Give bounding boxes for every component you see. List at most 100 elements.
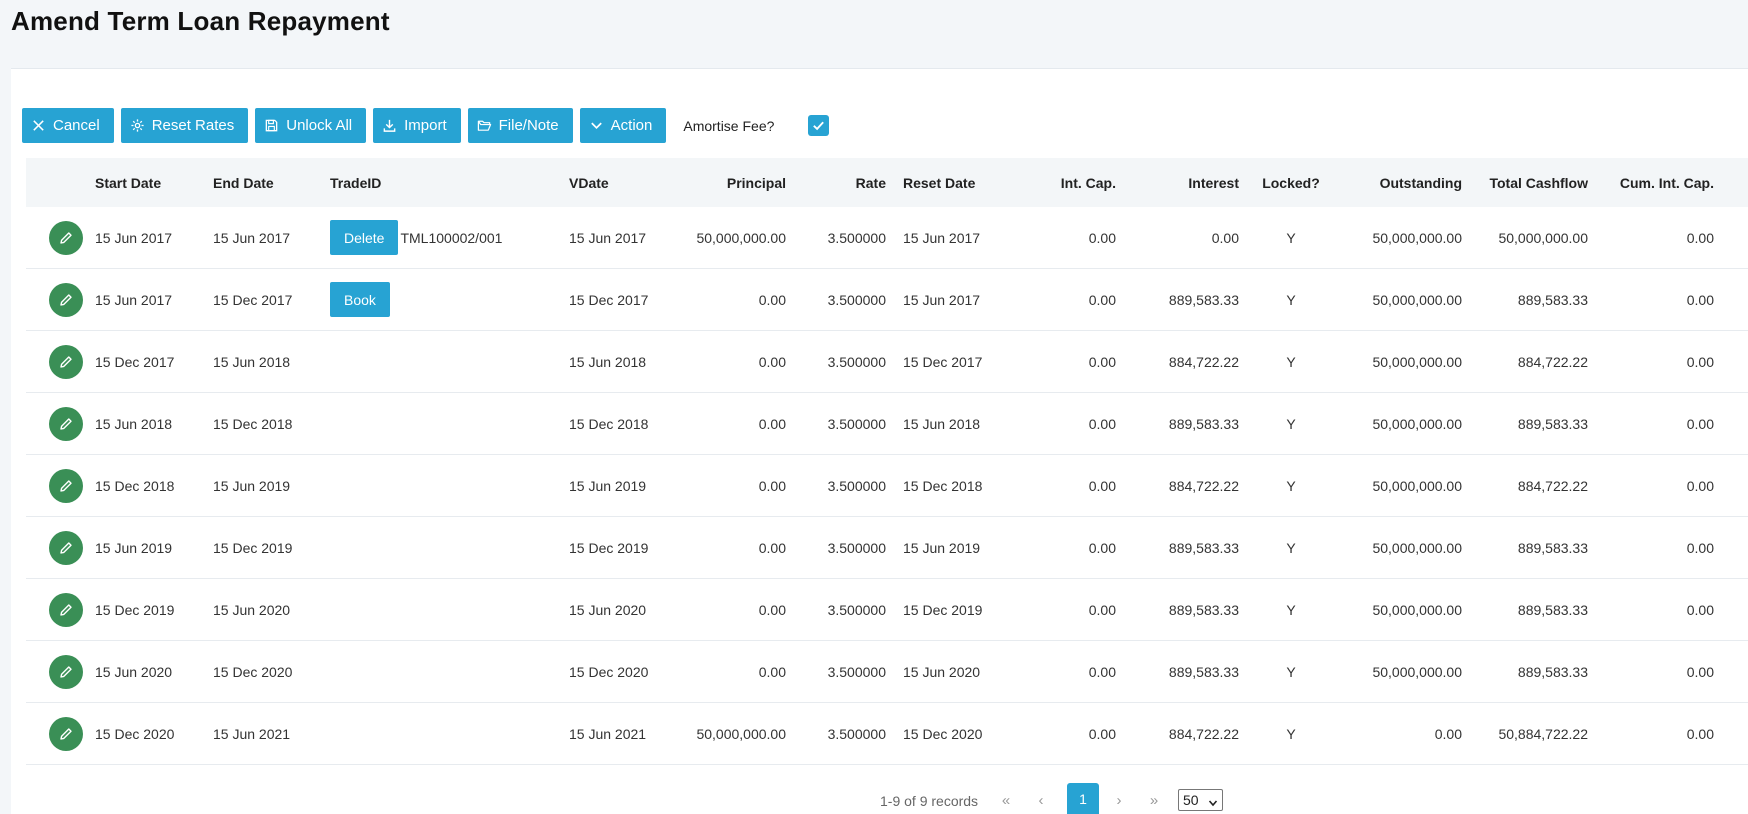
cell-intcap: 0.00 <box>1088 539 1116 556</box>
edit-button[interactable] <box>49 530 83 565</box>
import-button[interactable]: Import <box>373 108 461 143</box>
cell-interest: 884,722.22 <box>1168 725 1239 742</box>
edit-button[interactable] <box>49 654 83 689</box>
cell-vdate: 15 Jun 2019 <box>569 477 647 494</box>
cell-interest: 889,583.33 <box>1168 601 1239 618</box>
first-page-icon[interactable]: « <box>1001 791 1011 809</box>
cell-locked: Y <box>1286 291 1296 308</box>
file-note-button-label: File/Note <box>498 117 559 134</box>
cancel-button[interactable]: Cancel <box>22 108 114 143</box>
column-header-start-date[interactable]: Start Date <box>95 174 162 191</box>
column-header-end-date[interactable]: End Date <box>213 174 274 191</box>
cell-reset: 15 Dec 2018 <box>903 477 983 494</box>
action-button[interactable]: Action <box>579 108 667 143</box>
cell-trade <box>330 703 560 764</box>
edit-button[interactable] <box>49 220 83 255</box>
cell-principal: 0.00 <box>758 663 786 680</box>
cell-end: 15 Dec 2017 <box>213 291 293 308</box>
edit-button[interactable] <box>49 406 83 441</box>
table-row: 15 Jun 2017 15 Jun 2017 15 Jun 2017 50,000,… <box>26 207 1748 269</box>
column-header-total-cashflow[interactable]: Total Cashflow <box>1489 174 1588 191</box>
column-header-cum-int-cap[interactable]: Cum. Int. Cap. <box>1619 174 1714 191</box>
cell-locked: Y <box>1286 477 1296 494</box>
folder-open-icon <box>477 118 492 133</box>
next-page-icon[interactable]: › <box>1116 791 1122 809</box>
cell-vdate: 15 Jun 2020 <box>569 601 647 618</box>
edit-button[interactable] <box>49 592 83 627</box>
cell-outstanding: 50,000,000.00 <box>1372 477 1462 494</box>
column-header-principal[interactable]: Principal <box>726 174 786 191</box>
cell-total: 889,583.33 <box>1517 663 1588 680</box>
cell-intcap: 0.00 <box>1088 663 1116 680</box>
unlock-all-button[interactable]: Unlock All <box>255 108 367 143</box>
cell-trade: Delete TML100002/001 <box>330 207 560 268</box>
cell-reset: 15 Dec 2020 <box>903 725 983 742</box>
cell-cum: 0.00 <box>1686 539 1714 556</box>
edit-button[interactable] <box>49 468 83 503</box>
cell-total: 889,583.33 <box>1517 291 1588 308</box>
table-row: 15 Dec 2019 15 Jun 2020 15 Jun 2020 0.00 3.5… <box>26 579 1748 641</box>
cell-reset: 15 Dec 2019 <box>903 601 983 618</box>
page-title: Amend Term Loan Repayment <box>11 6 390 36</box>
cell-start: 15 Jun 2020 <box>95 663 173 680</box>
table-header: Start Date End Date TradeID VDate Princi… <box>26 158 1748 207</box>
column-header-reset-date[interactable]: Reset Date <box>903 174 976 191</box>
cell-principal: 0.00 <box>758 477 786 494</box>
column-header-outstanding[interactable]: Outstanding <box>1379 174 1462 191</box>
cell-interest: 884,722.22 <box>1168 477 1239 494</box>
pencil-icon <box>58 726 74 742</box>
page-1-button[interactable]: 1 <box>1067 783 1099 814</box>
cell-trade <box>330 641 560 702</box>
cell-vdate: 15 Dec 2017 <box>569 291 649 308</box>
cell-principal: 0.00 <box>758 539 786 556</box>
cell-intcap: 0.00 <box>1088 725 1116 742</box>
cell-end: 15 Jun 2019 <box>213 477 291 494</box>
edit-button[interactable] <box>49 716 83 751</box>
column-header-trade-id[interactable]: TradeID <box>330 174 382 191</box>
edit-button[interactable] <box>49 344 83 379</box>
table-row: 15 Jun 2018 15 Dec 2018 15 Dec 2018 0.00 3.5… <box>26 393 1748 455</box>
cell-interest: 884,722.22 <box>1168 353 1239 370</box>
close-icon <box>31 118 46 133</box>
column-header-vdate[interactable]: VDate <box>569 174 609 191</box>
file-note-button[interactable]: File/Note <box>467 108 573 143</box>
cell-interest: 889,583.33 <box>1168 539 1239 556</box>
column-header-interest[interactable]: Interest <box>1188 174 1239 191</box>
column-header-rate[interactable]: Rate <box>855 174 886 191</box>
prev-page-icon[interactable]: ‹ <box>1038 791 1044 809</box>
cell-end: 15 Dec 2020 <box>213 663 293 680</box>
pagination: 1-9 of 9 records « ‹ 1 › » 50 <box>0 783 1748 814</box>
cell-end: 15 Dec 2019 <box>213 539 293 556</box>
cell-rate: 3.500000 <box>827 415 886 432</box>
action-button-label: Action <box>610 117 653 134</box>
page-size-select[interactable]: 50 <box>1178 789 1223 811</box>
last-page-icon[interactable]: » <box>1149 791 1159 809</box>
column-header-int-cap[interactable]: Int. Cap. <box>1060 174 1116 191</box>
cell-principal: 50,000,000.00 <box>696 229 786 246</box>
cell-cum: 0.00 <box>1686 725 1714 742</box>
cancel-button-label: Cancel <box>53 117 100 134</box>
cell-cum: 0.00 <box>1686 415 1714 432</box>
cell-reset: 15 Jun 2017 <box>903 229 981 246</box>
book-button[interactable]: Book <box>330 282 390 317</box>
cell-locked: Y <box>1286 539 1296 556</box>
cell-principal: 0.00 <box>758 291 786 308</box>
delete-button[interactable]: Delete <box>330 220 399 255</box>
cell-vdate: 15 Jun 2018 <box>569 353 647 370</box>
edit-cell <box>49 331 83 392</box>
column-header-locked[interactable]: Locked? <box>1262 174 1320 191</box>
cell-outstanding: 50,000,000.00 <box>1372 415 1462 432</box>
reset-rates-button[interactable]: Reset Rates <box>120 108 249 143</box>
edit-cell <box>49 455 83 516</box>
trade-id-text: TML100002/001 <box>400 229 503 246</box>
cell-reset: 15 Jun 2020 <box>903 663 981 680</box>
cell-intcap: 0.00 <box>1088 229 1116 246</box>
amortise-fee-checkbox[interactable] <box>808 115 830 136</box>
edit-cell <box>49 579 83 640</box>
cell-principal: 0.00 <box>758 601 786 618</box>
cell-intcap: 0.00 <box>1088 291 1116 308</box>
edit-button[interactable] <box>49 282 83 317</box>
pencil-icon <box>58 478 74 494</box>
cell-locked: Y <box>1286 601 1296 618</box>
edit-cell <box>49 641 83 702</box>
